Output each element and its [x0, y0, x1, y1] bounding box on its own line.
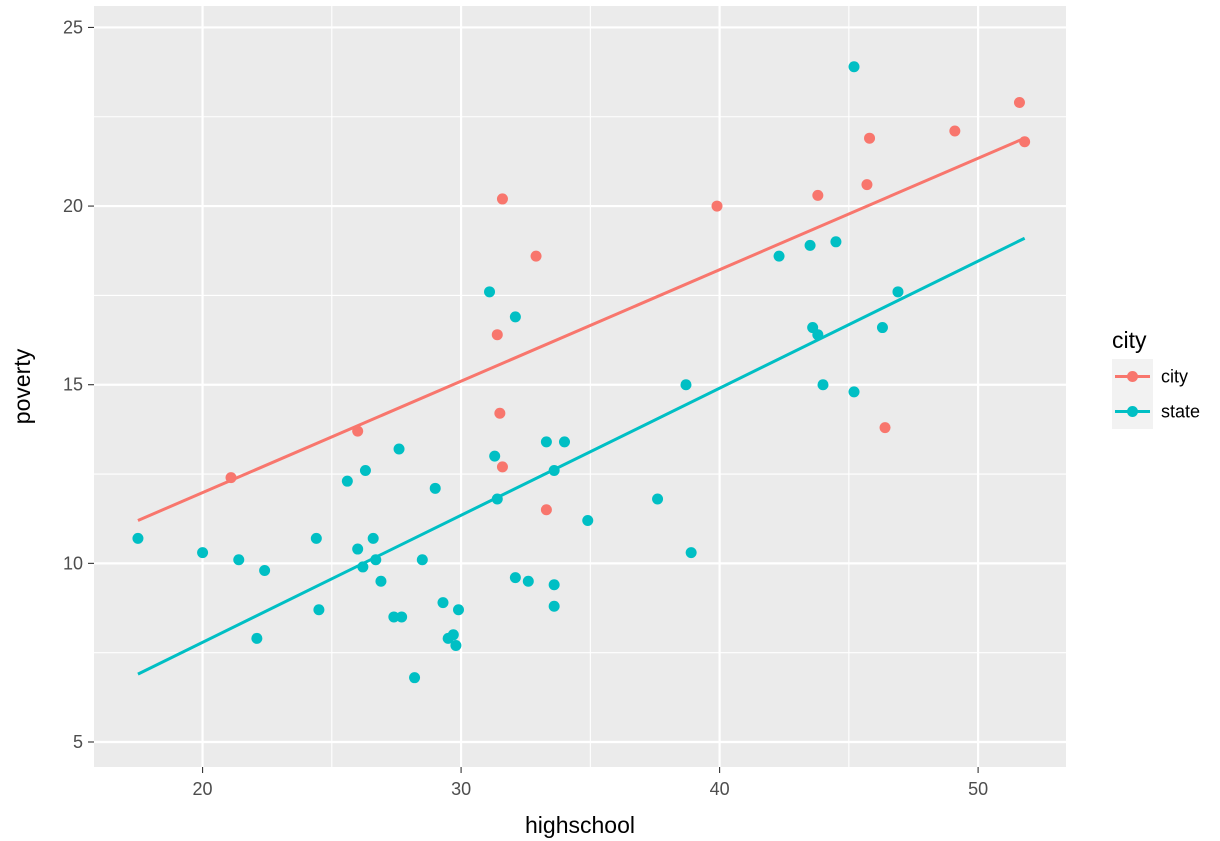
state-point	[197, 547, 209, 559]
state-point	[370, 554, 382, 566]
y-axis: 5 10 15 20 25	[63, 17, 94, 752]
state-point	[876, 322, 888, 334]
state-point	[848, 386, 860, 398]
state-point	[773, 250, 785, 262]
x-tick-label: 20	[193, 779, 213, 799]
state-point	[491, 493, 503, 505]
state-point	[812, 329, 824, 341]
city-point	[812, 189, 824, 201]
city-point	[496, 461, 508, 473]
state-point	[558, 436, 570, 448]
state-point	[313, 604, 325, 616]
state-point	[548, 579, 560, 591]
y-tick-label: 5	[73, 732, 83, 752]
state-point	[437, 597, 449, 609]
city-point	[864, 132, 876, 144]
state-point	[548, 464, 560, 476]
state-point	[804, 239, 816, 251]
major-gridlines	[94, 6, 1066, 767]
legend-label-city: city	[1161, 367, 1188, 387]
state-point	[848, 61, 860, 73]
state-point	[310, 532, 322, 544]
x-axis-title: highschool	[525, 812, 635, 838]
state-point	[830, 236, 842, 248]
y-tick-label: 15	[63, 375, 83, 395]
city-point	[949, 125, 961, 137]
city-point	[225, 472, 237, 484]
legend-label-state: state	[1161, 402, 1200, 422]
state-point	[453, 604, 464, 616]
state-point	[582, 514, 594, 526]
state-point	[388, 611, 400, 623]
city-point	[1013, 96, 1025, 108]
state-point	[375, 575, 387, 587]
state-point	[233, 554, 245, 566]
state-point	[484, 286, 496, 298]
state-point	[259, 564, 271, 576]
state-point	[685, 547, 697, 559]
state-point	[251, 632, 263, 644]
legend: city city state	[1112, 327, 1200, 429]
city-point	[494, 407, 506, 419]
state-point	[489, 450, 501, 462]
y-tick-label: 20	[63, 196, 83, 216]
state-point	[341, 475, 353, 487]
y-tick-label: 10	[63, 553, 83, 573]
legend-point-city	[1127, 371, 1138, 382]
legend-point-state	[1127, 406, 1138, 417]
legend-title: city	[1112, 327, 1147, 353]
city-point	[879, 422, 891, 434]
x-tick-label: 30	[451, 779, 471, 799]
y-tick-label: 25	[63, 17, 83, 37]
minor-gridlines	[94, 6, 1066, 767]
state-fit-line	[137, 236, 1026, 676]
state-point	[409, 672, 421, 684]
state-point	[359, 464, 371, 476]
city-point	[352, 425, 364, 437]
state-point	[132, 532, 144, 544]
x-tick-label: 50	[968, 779, 988, 799]
state-point	[393, 443, 405, 455]
y-axis-title: poverty	[9, 348, 35, 424]
x-tick-label: 40	[710, 779, 730, 799]
city-point	[861, 179, 873, 191]
state-point	[357, 561, 369, 573]
city-point	[711, 200, 723, 212]
x-axis: 20 30 40 50	[193, 767, 988, 799]
state-point	[540, 436, 552, 448]
state-point	[680, 379, 692, 391]
fit-lines	[137, 136, 1026, 676]
city-point	[1019, 136, 1031, 148]
state-point	[367, 532, 379, 544]
state-point	[817, 379, 829, 391]
state-point	[509, 311, 521, 323]
city-fit-line	[137, 136, 1026, 522]
data-points	[132, 61, 1031, 684]
city-point	[540, 504, 552, 516]
state-point	[429, 482, 441, 494]
state-point	[416, 554, 428, 566]
state-point	[892, 286, 904, 298]
city-point	[530, 250, 542, 262]
state-point	[522, 575, 534, 587]
state-point	[352, 543, 364, 555]
state-point	[509, 572, 521, 584]
city-point	[496, 193, 508, 205]
state-point	[450, 640, 462, 652]
state-point	[548, 600, 560, 612]
state-point	[447, 629, 459, 641]
city-point	[491, 329, 503, 341]
state-point	[396, 611, 408, 623]
state-point	[652, 493, 664, 505]
